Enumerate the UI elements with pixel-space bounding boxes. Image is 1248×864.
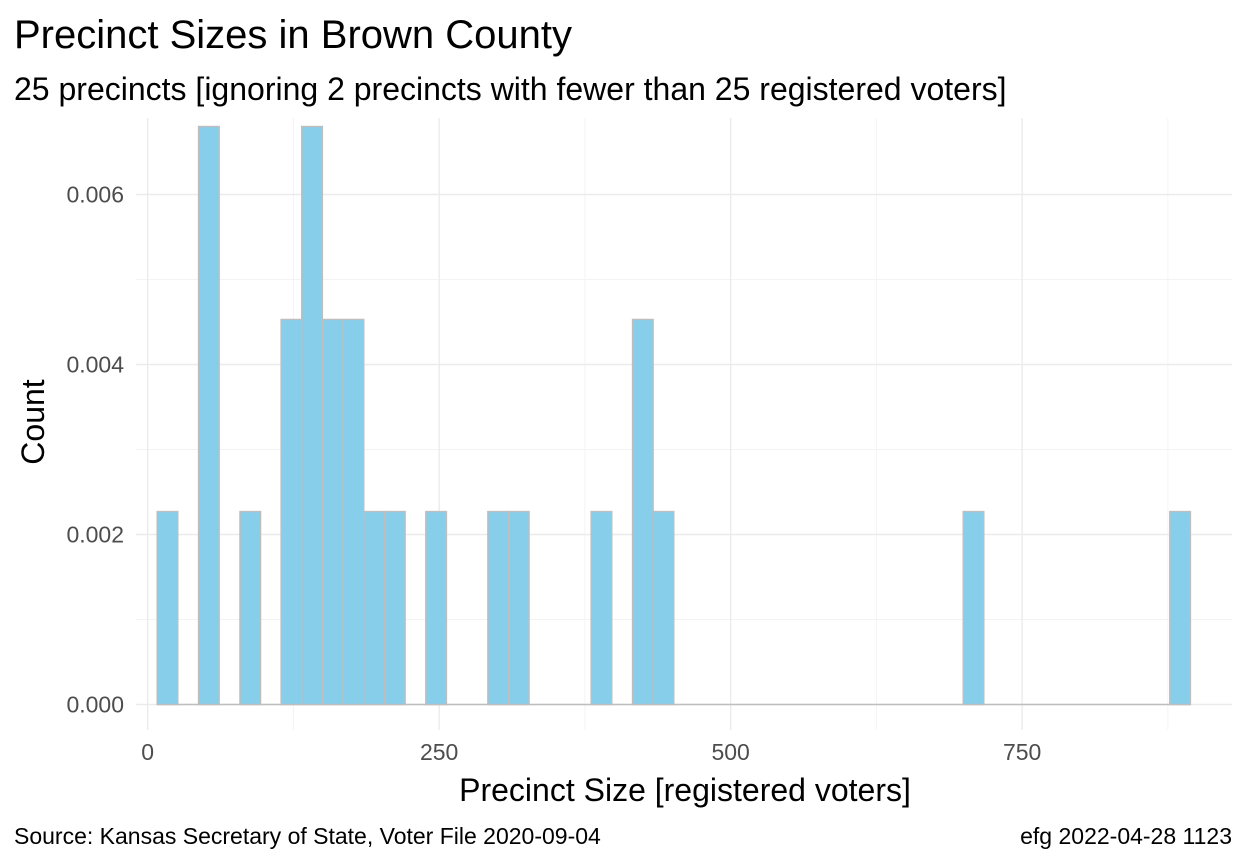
histogram-bar <box>342 318 365 706</box>
plot-area: 0 250 500 750 0.000 0.002 0.004 0.006 <box>66 118 1232 765</box>
histogram-bar <box>425 510 448 706</box>
y-tick-label: 0.006 <box>66 182 124 208</box>
histogram-bar <box>507 510 530 706</box>
histogram-bar <box>590 510 613 706</box>
x-axis-ticks: 0 250 500 750 <box>141 739 1041 765</box>
histogram-bar <box>363 510 386 706</box>
histogram-bar <box>197 125 220 706</box>
histogram-bar <box>1169 510 1192 706</box>
chart-title: Precinct Sizes in Brown County <box>14 13 572 57</box>
source-caption: Source: Kansas Secretary of State, Voter… <box>14 823 601 849</box>
y-tick-label: 0.000 <box>66 692 124 718</box>
credit-caption: efg 2022-04-28 1123 <box>1020 823 1232 849</box>
histogram-bar <box>301 125 324 706</box>
x-tick-label: 0 <box>141 739 154 765</box>
y-axis-title: Count <box>15 379 51 465</box>
y-tick-label: 0.002 <box>66 522 124 548</box>
histogram-bar <box>239 510 262 706</box>
x-axis-title: Precinct Size [registered voters] <box>459 772 911 808</box>
histogram-bars <box>156 125 1192 706</box>
y-axis-ticks: 0.000 0.002 0.004 0.006 <box>66 182 124 718</box>
histogram-bar <box>280 318 303 706</box>
x-tick-label: 250 <box>420 739 458 765</box>
histogram-bar <box>487 510 510 706</box>
histogram-bar <box>156 510 179 706</box>
y-tick-label: 0.004 <box>66 352 124 378</box>
histogram-bar <box>321 318 344 706</box>
x-tick-label: 750 <box>1003 739 1041 765</box>
histogram-bar <box>652 510 675 706</box>
histogram-bar <box>962 510 985 706</box>
x-tick-label: 500 <box>711 739 749 765</box>
histogram-bar <box>631 318 654 706</box>
chart-subtitle: 25 precincts [ignoring 2 precincts with … <box>14 71 1007 107</box>
histogram-bar <box>383 510 406 706</box>
